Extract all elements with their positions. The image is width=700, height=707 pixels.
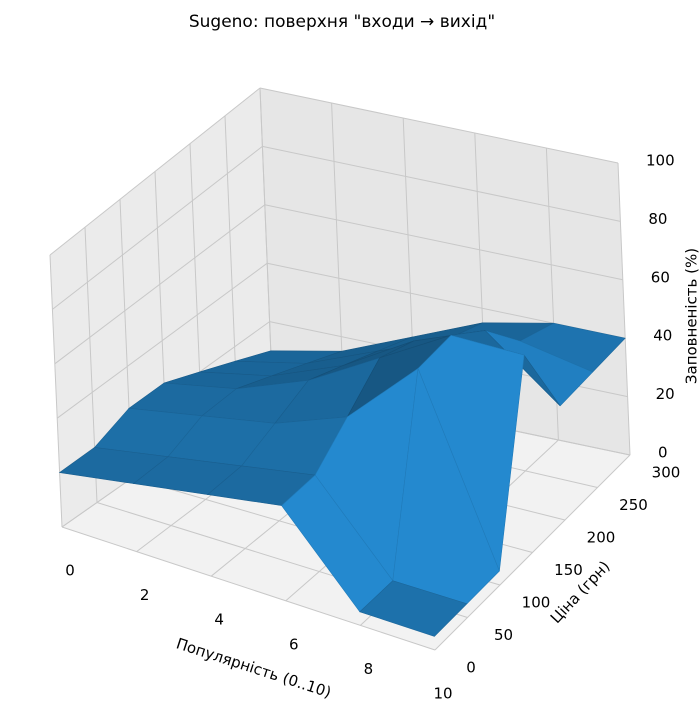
z-tick-label: 80 [648, 210, 667, 228]
grid-line [49, 87, 261, 256]
z-tick-label: 20 [656, 385, 675, 403]
x-tick-label: 6 [289, 635, 299, 653]
grid-line [56, 262, 268, 419]
grid-line [617, 162, 631, 456]
grid-line [331, 102, 345, 396]
z-tick-label: 60 [651, 268, 670, 286]
chart-title: Sugeno: поверхня "входи → вихід" [189, 12, 495, 32]
y-tick-label: 150 [554, 561, 583, 579]
x-tick-label: 2 [140, 586, 150, 604]
x-tick-label: 10 [433, 685, 452, 703]
z-tick-label: 0 [658, 444, 668, 462]
grid-line [262, 145, 621, 222]
y-tick-label: 200 [587, 529, 616, 547]
z-axis-label: Заповненість (%) [683, 248, 700, 384]
grid-line [264, 204, 623, 281]
y-tick-label: 250 [619, 496, 648, 514]
x-axis-label: Популярність (0..10) [174, 634, 333, 701]
y-tick-label: 50 [494, 626, 513, 644]
x-tick-label: 0 [65, 562, 75, 580]
grid-line [61, 526, 436, 651]
grid-line [49, 254, 63, 528]
x-tick-label: 8 [364, 660, 374, 678]
grid-line [224, 115, 238, 405]
y-tick-label: 100 [522, 594, 551, 612]
y-tick-label: 300 [652, 464, 681, 482]
grid-line [52, 146, 263, 310]
y-tick-label: 0 [466, 659, 476, 677]
x-tick-label: 4 [214, 611, 224, 629]
surface [58, 322, 626, 637]
surface-patch [359, 580, 468, 637]
z-tick-label: 40 [653, 327, 672, 345]
grid-line [259, 87, 619, 164]
grid-line [54, 204, 266, 365]
grid-line [259, 87, 273, 381]
z-tick-label: 100 [646, 152, 675, 170]
